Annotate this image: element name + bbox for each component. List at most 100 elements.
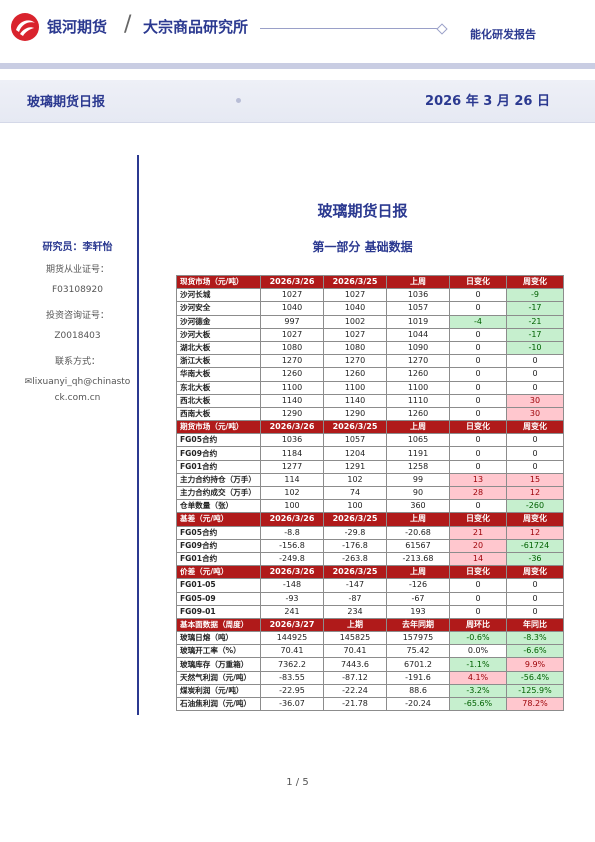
row-label: 东北大板 <box>176 380 261 395</box>
row-label: 沙河安全 <box>176 301 261 316</box>
table-cell: 144925 <box>260 631 324 646</box>
table-row: FG05-09 -93 -87 -67 0 0 <box>176 591 564 606</box>
license-value: F03108920 <box>52 285 103 295</box>
row-label: FG09合约 <box>176 446 261 461</box>
table-section-header: 基差（元/吨） 2026/3/26 2026/3/25 上周 日变化 周变化 <box>176 512 564 527</box>
table-row: FG09合约 1184 1204 1191 0 0 <box>176 446 564 461</box>
row-label: 沙河长城 <box>176 288 261 303</box>
table-cell: 0 <box>449 393 507 408</box>
row-label: 期货市场（元/吨） <box>176 420 261 435</box>
table-cell: 1184 <box>260 446 324 461</box>
table-cell: 360 <box>386 499 450 514</box>
table-cell: 0 <box>506 604 564 619</box>
table-cell: -249.8 <box>260 551 324 567</box>
row-label: 西南大板 <box>176 406 261 422</box>
table-cell: 1191 <box>386 446 450 461</box>
row-label: 基本面数据（周度） <box>176 617 261 633</box>
table-cell: 21 <box>449 525 507 540</box>
table-cell: -126 <box>386 578 450 593</box>
table-cell: 75.42 <box>386 644 450 659</box>
row-label: 煤炭利润（元/吨） <box>176 683 261 699</box>
table-cell: -22.95 <box>260 683 324 699</box>
table-cell: 2026/3/25 <box>323 512 387 527</box>
header-deco-diamond <box>436 23 448 35</box>
consult-value: Z0018403 <box>54 331 101 341</box>
table-cell: 周变化 <box>506 420 564 435</box>
table-cell: -36 <box>506 551 564 567</box>
table-cell: -83.55 <box>260 670 324 685</box>
email-line-2[interactable]: ck.com.cn <box>54 393 101 403</box>
table-cell: -21 <box>506 314 564 329</box>
email-text-1: lixuanyi_qh@chinasto <box>32 377 131 387</box>
table-cell: 1040 <box>260 301 324 316</box>
table-cell: 1057 <box>323 433 387 448</box>
page-header: 银河期货 / 大宗商品研究所 能化研发报告 <box>0 0 595 80</box>
table-cell: 1270 <box>260 354 324 369</box>
table-row: 沙河安全 1040 1040 1057 0 -17 <box>176 301 564 316</box>
table-cell: 0 <box>506 578 564 593</box>
table-cell: 1100 <box>260 380 324 395</box>
table-cell: 193 <box>386 604 450 619</box>
header-divider: / <box>124 12 132 37</box>
table-cell: -8.8 <box>260 525 324 540</box>
table-cell: 13 <box>449 472 507 488</box>
table-cell: -67 <box>386 591 450 606</box>
table-cell: 2026/3/26 <box>260 565 324 580</box>
table-cell: 0.0% <box>449 644 507 659</box>
table-cell: 7362.2 <box>260 657 324 672</box>
table-row: 沙河德金 997 1002 1019 -4 -21 <box>176 314 564 329</box>
table-cell: 1140 <box>323 393 387 408</box>
table-section-header: 价差（元/吨） 2026/3/26 2026/3/25 上周 日变化 周变化 <box>176 565 564 580</box>
table-row: FG05合约 -8.8 -29.8 -20.68 21 12 <box>176 525 564 540</box>
row-label: FG05合约 <box>176 433 261 448</box>
table-cell: 1110 <box>386 393 450 408</box>
table-cell: 上期 <box>323 617 387 633</box>
table-cell: -17 <box>506 301 564 316</box>
table-cell: 30 <box>506 406 564 422</box>
report-type: 能化研发报告 <box>470 28 536 41</box>
table-cell: 1027 <box>260 288 324 303</box>
table-cell: -20.68 <box>386 525 450 540</box>
table-cell: 0 <box>506 380 564 395</box>
table-cell: -263.8 <box>323 551 387 567</box>
email-line-1[interactable]: ✉lixuanyi_qh@chinasto <box>20 377 135 387</box>
table-cell: 0 <box>449 499 507 514</box>
department-name: 大宗商品研究所 <box>143 18 249 36</box>
table-cell: 7443.6 <box>323 657 387 672</box>
report-date: 2026 年 3 月 26 日 <box>425 94 550 109</box>
table-cell: -56.4% <box>506 670 564 685</box>
table-cell: 88.6 <box>386 683 450 699</box>
table-cell: 12 <box>506 525 564 540</box>
table-cell: 1027 <box>323 288 387 303</box>
table-row: 浙江大板 1270 1270 1270 0 0 <box>176 354 564 369</box>
table-cell: 0 <box>449 380 507 395</box>
table-row: 玻璃库存（万重箱） 7362.2 7443.6 6701.2 -1.1% 9.9% <box>176 657 564 672</box>
row-label: 现货市场（元/吨） <box>176 274 261 290</box>
title-bar: 玻璃期货日报 2026 年 3 月 26 日 <box>0 80 595 123</box>
table-cell: 1260 <box>386 367 450 382</box>
table-cell: 1036 <box>386 288 450 303</box>
table-cell: -0.6% <box>449 631 507 646</box>
table-cell: -10 <box>506 340 564 356</box>
table-cell: 78.2% <box>506 696 564 712</box>
table-cell: 0 <box>449 327 507 342</box>
table-cell: 2026/3/25 <box>323 420 387 435</box>
table-cell: 上周 <box>386 274 450 290</box>
table-cell: 241 <box>260 604 324 619</box>
table-cell: 14 <box>449 551 507 567</box>
report-name: 玻璃期货日报 <box>27 95 106 110</box>
row-label: FG09-01 <box>176 604 261 619</box>
table-row: 西北大板 1140 1140 1110 0 30 <box>176 393 564 408</box>
table-cell: 0 <box>449 340 507 356</box>
table-cell: 1036 <box>260 433 324 448</box>
table-cell: 1260 <box>323 367 387 382</box>
galaxy-logo-icon <box>11 13 39 41</box>
table-cell: -3.2% <box>449 683 507 699</box>
table-cell: 0 <box>506 367 564 382</box>
table-cell: 0 <box>449 604 507 619</box>
table-cell: 1277 <box>260 459 324 474</box>
table-cell: 1065 <box>386 433 450 448</box>
header-band <box>0 63 595 69</box>
table-row: 湖北大板 1080 1080 1090 0 -10 <box>176 340 564 356</box>
row-label: FG09合约 <box>176 538 261 553</box>
